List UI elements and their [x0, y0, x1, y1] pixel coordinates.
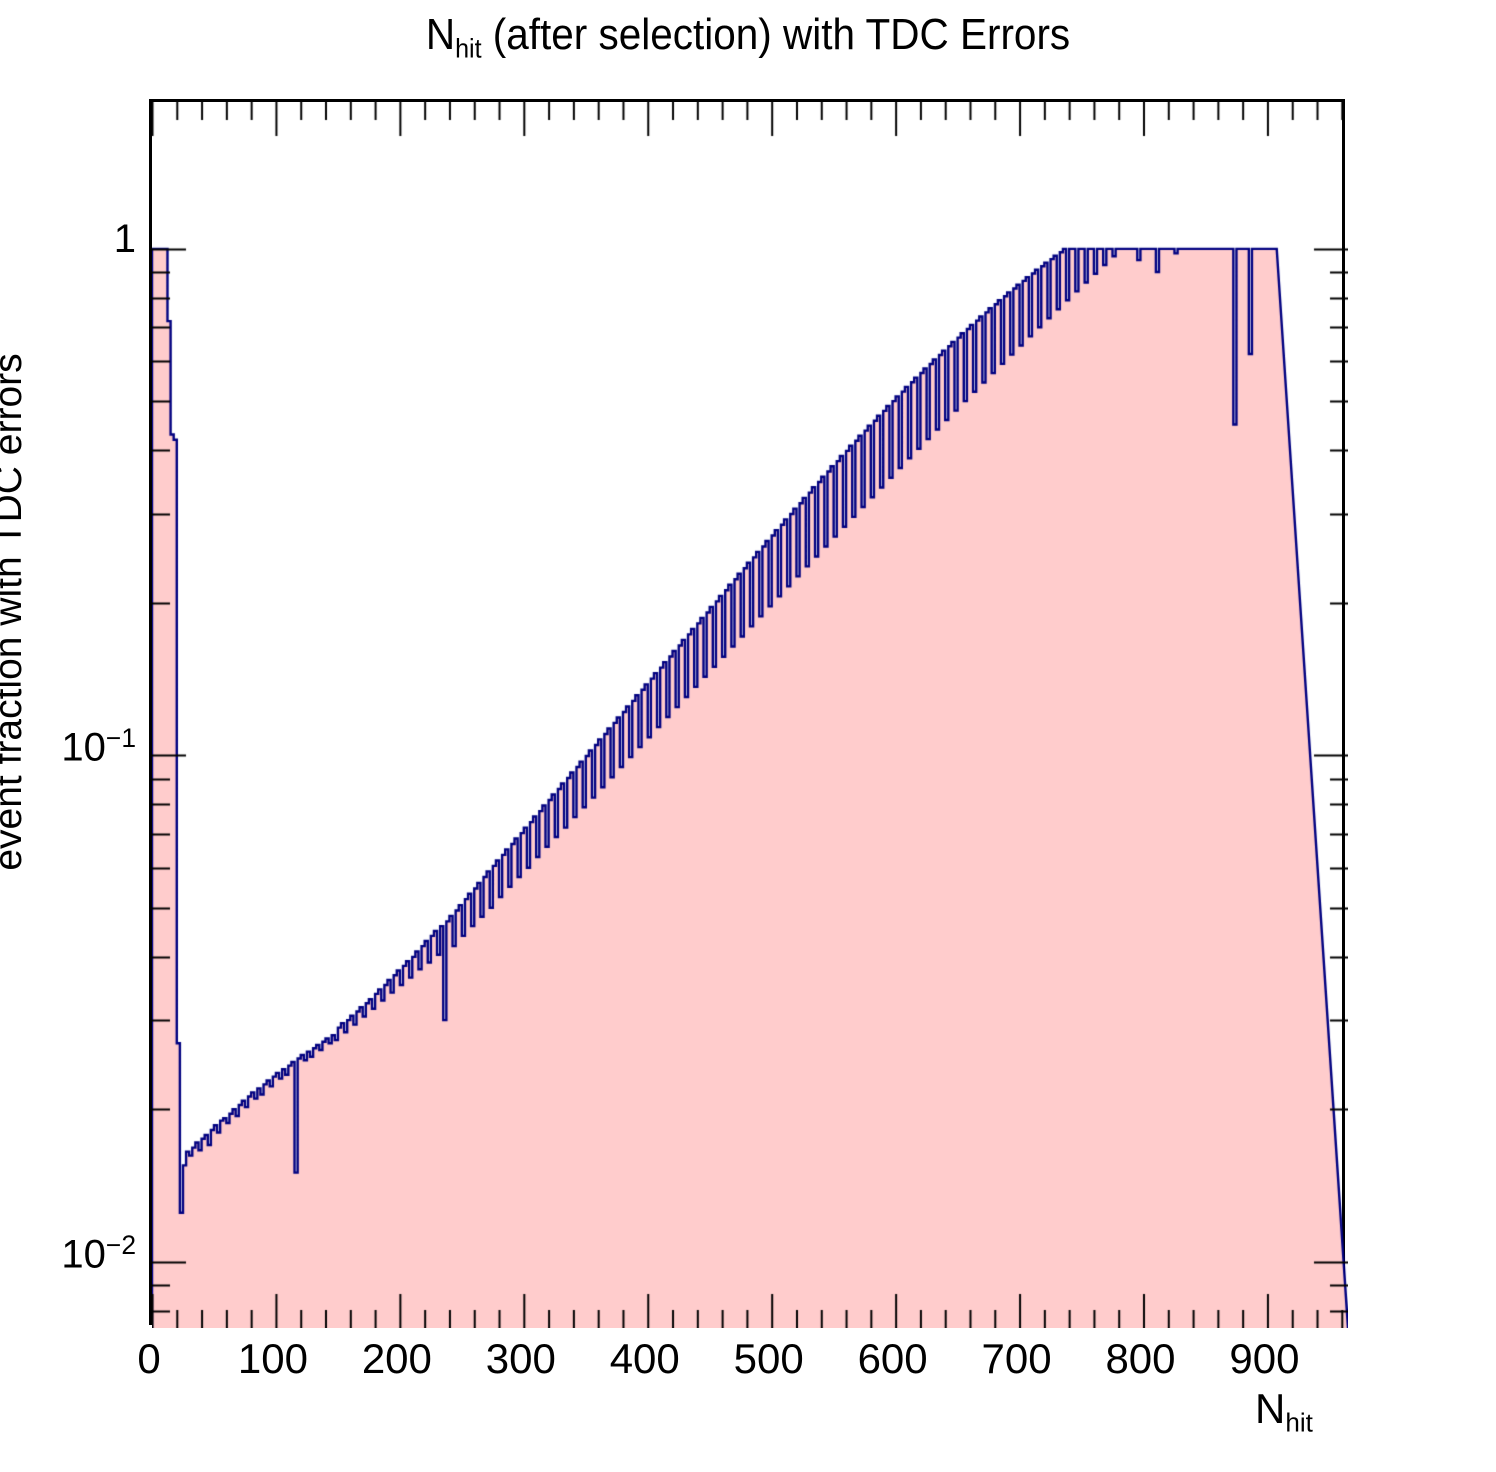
x-tick-label-7: 700: [981, 1335, 1052, 1382]
plot-title-subscript: hit: [455, 32, 482, 64]
y-tick-label-0: 1: [113, 216, 136, 261]
histogram-canvas: [152, 102, 1348, 1328]
plot-frame: [149, 99, 1348, 1328]
y-tick-label-1: 10−1: [61, 723, 136, 771]
plot-title-prefix: N: [425, 10, 456, 59]
x-tick-label-0: 0: [137, 1335, 161, 1382]
y-axis-title: event fraction with TDC errors: [0, 353, 30, 871]
x-tick-label-4: 400: [609, 1335, 680, 1382]
x-tick-label-5: 500: [733, 1335, 804, 1382]
x-axis-title-prefix: N: [1255, 1385, 1286, 1432]
x-tick-label-9: 900: [1229, 1335, 1300, 1382]
x-tick-label-3: 300: [485, 1335, 556, 1382]
plot-title: Nhit (after selection) with TDC Errors: [60, 10, 1436, 65]
x-tick-label-6: 600: [857, 1335, 928, 1382]
plot-title-suffix: (after selection) with TDC Errors: [481, 10, 1071, 59]
x-axis-title-subscript: hit: [1285, 1407, 1313, 1438]
x-tick-label-8: 800: [1105, 1335, 1176, 1382]
y-tick-label-2: 10−2: [61, 1229, 136, 1277]
x-axis-title: Nhit: [1255, 1385, 1313, 1438]
x-tick-label-1: 100: [237, 1335, 308, 1382]
x-tick-label-2: 200: [361, 1335, 432, 1382]
